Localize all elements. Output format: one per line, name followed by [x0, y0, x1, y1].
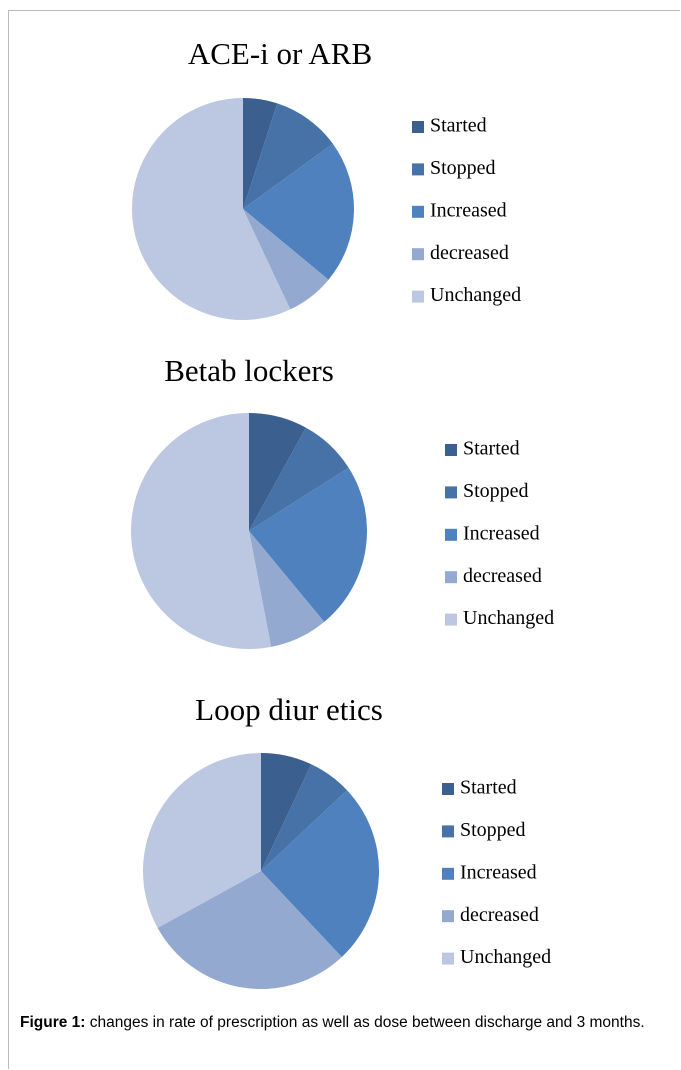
- pie-slice: [261, 790, 380, 958]
- pie-slice: [243, 209, 329, 310]
- legend-label: Stopped: [430, 157, 496, 179]
- legend-label: Increased: [463, 522, 540, 544]
- legend-swatch: [442, 952, 454, 965]
- legend-swatch: [412, 121, 424, 133]
- legend-label: Stopped: [463, 480, 529, 502]
- legend-label: Unchanged: [430, 284, 521, 306]
- legend-swatch: [445, 613, 457, 626]
- legend-label: Unchanged: [463, 607, 554, 629]
- caption: Figure 1: changes in rate of prescriptio…: [20, 1013, 670, 1033]
- pie-slice: [249, 427, 349, 531]
- pie-slice: [249, 531, 325, 647]
- legend-label: Increased: [460, 861, 537, 883]
- legend-swatch: [445, 571, 457, 584]
- legend-label: Started: [463, 438, 520, 460]
- legend-label: decreased: [460, 904, 539, 926]
- legend-swatch: [412, 163, 424, 176]
- pie-slice: [261, 753, 312, 871]
- pie-slice: [131, 413, 272, 649]
- chart-title: ACE-i or ARB: [188, 36, 372, 71]
- legend-swatch: [445, 486, 457, 499]
- pie-slice: [243, 98, 278, 209]
- legend-label: Unchanged: [460, 946, 551, 968]
- figure-frame: [8, 10, 680, 1069]
- pie-slice: [132, 98, 291, 320]
- legend-label: Increased: [430, 199, 507, 221]
- pie-slice: [142, 752, 261, 928]
- legend-label: Started: [460, 777, 517, 799]
- legend-label: decreased: [430, 242, 509, 264]
- legend-swatch: [412, 248, 424, 261]
- pie-slice: [261, 764, 348, 871]
- pie-slice: [243, 143, 354, 280]
- chart-title: Betab lockers: [164, 353, 334, 388]
- legend-swatch: [442, 867, 454, 880]
- legend-swatch: [442, 783, 454, 795]
- legend-swatch: [445, 528, 457, 541]
- legend-swatch: [442, 825, 454, 838]
- chart-title: Loop diur etics: [195, 692, 383, 727]
- legend-swatch: [442, 910, 454, 923]
- legend-swatch: [412, 290, 424, 303]
- legend-swatch: [412, 205, 424, 218]
- pie-slice: [157, 871, 342, 989]
- pie-slice: [243, 103, 333, 209]
- legend-label: Started: [430, 115, 487, 137]
- legend-label: Stopped: [460, 819, 526, 841]
- pie-slice: [249, 467, 368, 622]
- chart: ACE-i or ARB Started Stopped Increased decre…: [131, 36, 554, 989]
- legend-label: decreased: [463, 565, 542, 587]
- caption-text: changes in rate of prescription as well …: [89, 1014, 645, 1031]
- legend-swatch: [445, 444, 457, 456]
- pie-slice: [249, 413, 306, 531]
- caption-label: Figure 1:: [20, 1014, 86, 1031]
